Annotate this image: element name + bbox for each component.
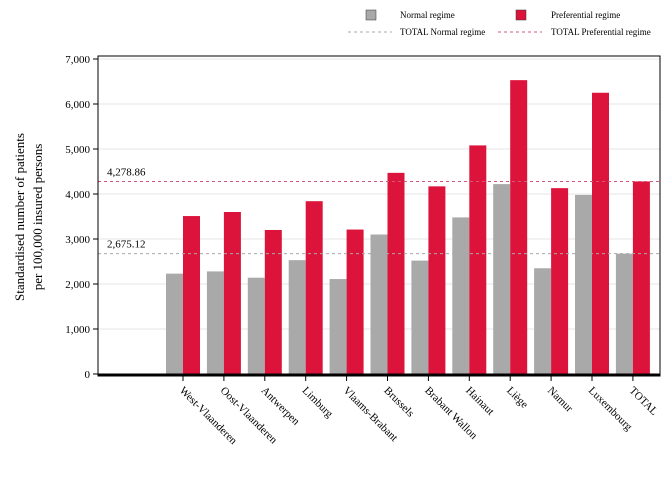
legend-swatch-normal [365,9,377,21]
y-tick-label: 7,000 [65,54,90,66]
bar-normal [206,271,224,374]
legend-label-normal: Normal regime [400,10,455,20]
y-axis-title-line1: Standardised number of patients [12,133,27,301]
bar-preferential [551,188,569,374]
bar-preferential [510,80,528,375]
bar-normal [288,260,306,374]
legend: Normal regime Preferential regime TOTAL … [348,9,651,37]
x-tick-label: Namur [545,385,575,415]
bar-preferential [305,201,323,374]
legend-label-total-normal: TOTAL Normal regime [400,27,485,37]
y-axis-ticks: 0 1,000 2,000 3,000 4,000 5,000 6,000 7,000 [65,54,98,381]
bar-normal [452,217,470,374]
legend-item-normal: Normal regime [365,9,455,21]
y-axis-title-line2: per 100,000 insured persons [30,144,45,291]
x-tick-label: Liège [504,385,530,411]
reference-line-label: 4,278.86 [107,166,146,178]
bar-preferential [264,230,282,374]
legend-swatch-preferential [515,9,527,21]
x-axis-ticks: West-VlaanderenOost-VlaanderenAntwerpenL… [177,376,660,447]
y-tick-label: 4,000 [65,189,90,201]
x-tick-label: Brussels [381,385,416,420]
bar-normal [329,279,347,374]
bar-preferential [428,186,446,374]
legend-item-total-preferential: TOTAL Preferential regime [498,27,651,37]
bar-preferential [469,145,487,374]
y-tick-label: 6,000 [65,99,90,111]
legend-item-total-normal: TOTAL Normal regime [348,27,485,37]
bar-normal [493,184,511,374]
bar-normal [615,253,633,374]
bar-preferential [346,229,364,374]
bar-preferential [592,92,609,374]
plot-frame [97,55,661,377]
bar-normal [370,234,388,374]
legend-item-preferential: Preferential regime [515,9,620,21]
x-tick-label: TOTAL [627,385,660,418]
bars [166,80,650,375]
y-tick-label: 2,000 [65,279,90,291]
bar-normal [166,273,183,374]
bar-preferential [183,216,200,374]
bar-preferential [387,172,405,374]
x-tick-label: Antwerpen [259,385,302,428]
y-tick-label: 5,000 [65,144,90,156]
legend-label-preferential: Preferential regime [551,10,620,20]
bar-normal [247,277,265,374]
y-tick-label: 1,000 [65,324,90,336]
x-tick-label: Limburg [300,385,336,421]
y-tick-label: 3,000 [65,234,90,246]
y-tick-label: 0 [85,369,91,381]
bar-preferential [223,212,241,374]
reference-lines: 2,675.12 4,278.86 [98,166,660,255]
bar-normal [575,194,592,374]
bar-preferential [632,181,650,374]
legend-label-total-preferential: TOTAL Preferential regime [551,27,651,37]
bar-normal [411,260,429,374]
bar-normal [534,268,552,374]
reference-line-label: 2,675.12 [107,239,146,251]
x-tick-label: Hainaut [463,385,496,418]
